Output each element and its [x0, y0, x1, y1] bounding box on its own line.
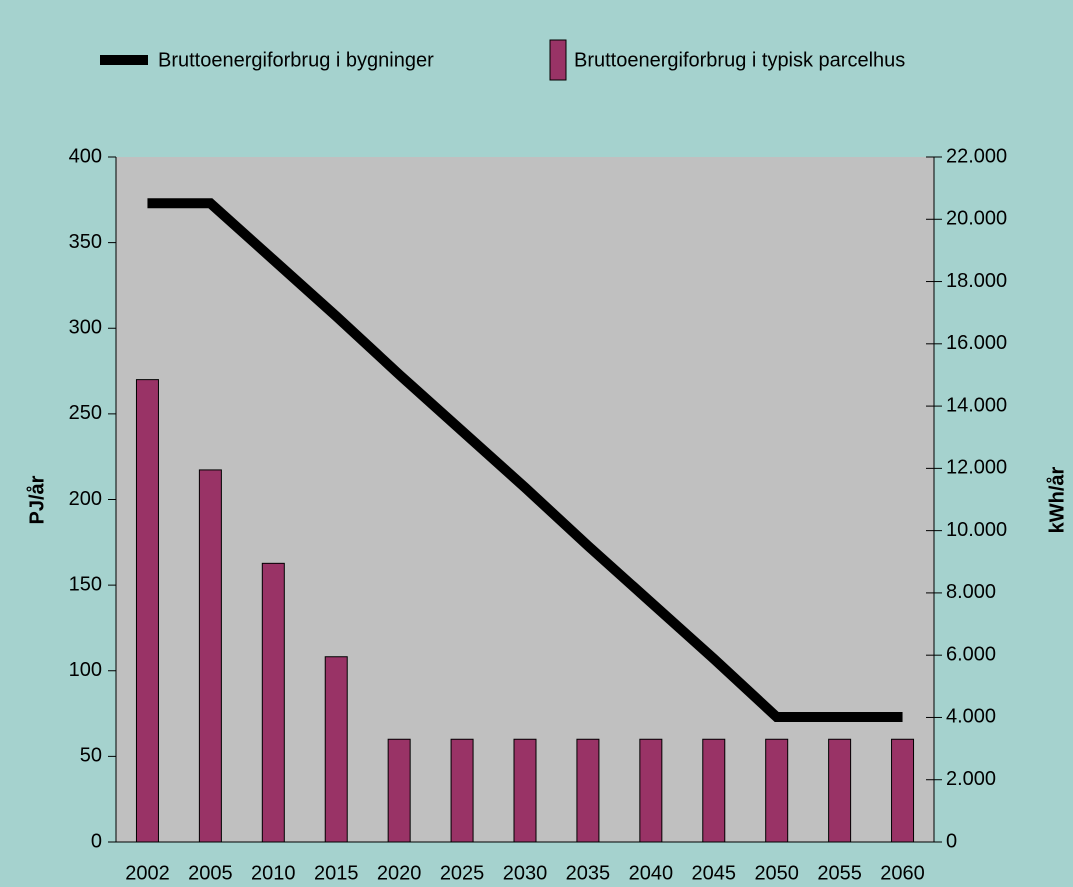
y2-tick-label: 12.000	[946, 457, 1007, 479]
y2-tick-label: 18.000	[946, 270, 1007, 292]
bar	[387, 738, 411, 843]
bar	[576, 738, 600, 843]
y-tick-label: 250	[69, 402, 102, 424]
legend-swatch	[100, 55, 148, 65]
bar	[261, 562, 285, 843]
y-tick-label: 400	[69, 145, 102, 167]
bar	[765, 738, 789, 843]
x-tick-label: 2060	[880, 862, 925, 884]
y-tick-label: 100	[69, 659, 102, 681]
x-tick-label: 2045	[692, 862, 737, 884]
y-tick-label: 200	[69, 488, 102, 510]
x-tick-label: 2030	[503, 862, 548, 884]
x-tick-label: 2050	[754, 862, 799, 884]
y-tick-label: 50	[80, 745, 102, 767]
bar	[450, 738, 474, 843]
y2-tick-label: 6.000	[946, 643, 996, 665]
x-tick-label: 2010	[251, 862, 296, 884]
legend-label: Bruttoenergiforbrug i bygninger	[158, 49, 434, 71]
bar	[135, 379, 159, 843]
legend-label: Bruttoenergiforbrug i typisk parcelhus	[574, 49, 905, 71]
y2-tick-label: 8.000	[946, 581, 996, 603]
x-tick-label: 2025	[440, 862, 485, 884]
y2-tick-label: 10.000	[946, 519, 1007, 541]
y2-tick-label: 4.000	[946, 706, 996, 728]
x-tick-label: 2055	[817, 862, 862, 884]
y-axis-title: PJ/år	[25, 475, 48, 524]
y2-tick-label: 16.000	[946, 332, 1007, 354]
y-tick-label: 150	[69, 573, 102, 595]
bar	[828, 738, 852, 843]
y2-axis-title: kWh/år	[1045, 466, 1068, 533]
bar	[198, 469, 222, 843]
x-tick-label: 2002	[125, 862, 170, 884]
y2-tick-label: 2.000	[946, 768, 996, 790]
y2-tick-label: 20.000	[946, 208, 1007, 230]
plot-area	[116, 157, 934, 842]
x-tick-label: 2040	[629, 862, 674, 884]
y2-tick-label: 22.000	[946, 145, 1007, 167]
bar	[702, 738, 726, 843]
y-tick-label: 300	[69, 317, 102, 339]
bar	[324, 656, 348, 843]
x-tick-label: 2035	[566, 862, 611, 884]
bar	[513, 738, 537, 843]
y2-tick-label: 0	[946, 830, 957, 852]
y-tick-label: 0	[91, 830, 102, 852]
y-tick-label: 350	[69, 231, 102, 253]
bar	[639, 738, 663, 843]
bar	[891, 738, 915, 843]
x-tick-label: 2015	[314, 862, 359, 884]
legend-swatch	[549, 39, 567, 81]
x-tick-label: 2020	[377, 862, 422, 884]
line	[147, 198, 903, 722]
y2-tick-label: 14.000	[946, 394, 1007, 416]
x-tick-label: 2005	[188, 862, 233, 884]
